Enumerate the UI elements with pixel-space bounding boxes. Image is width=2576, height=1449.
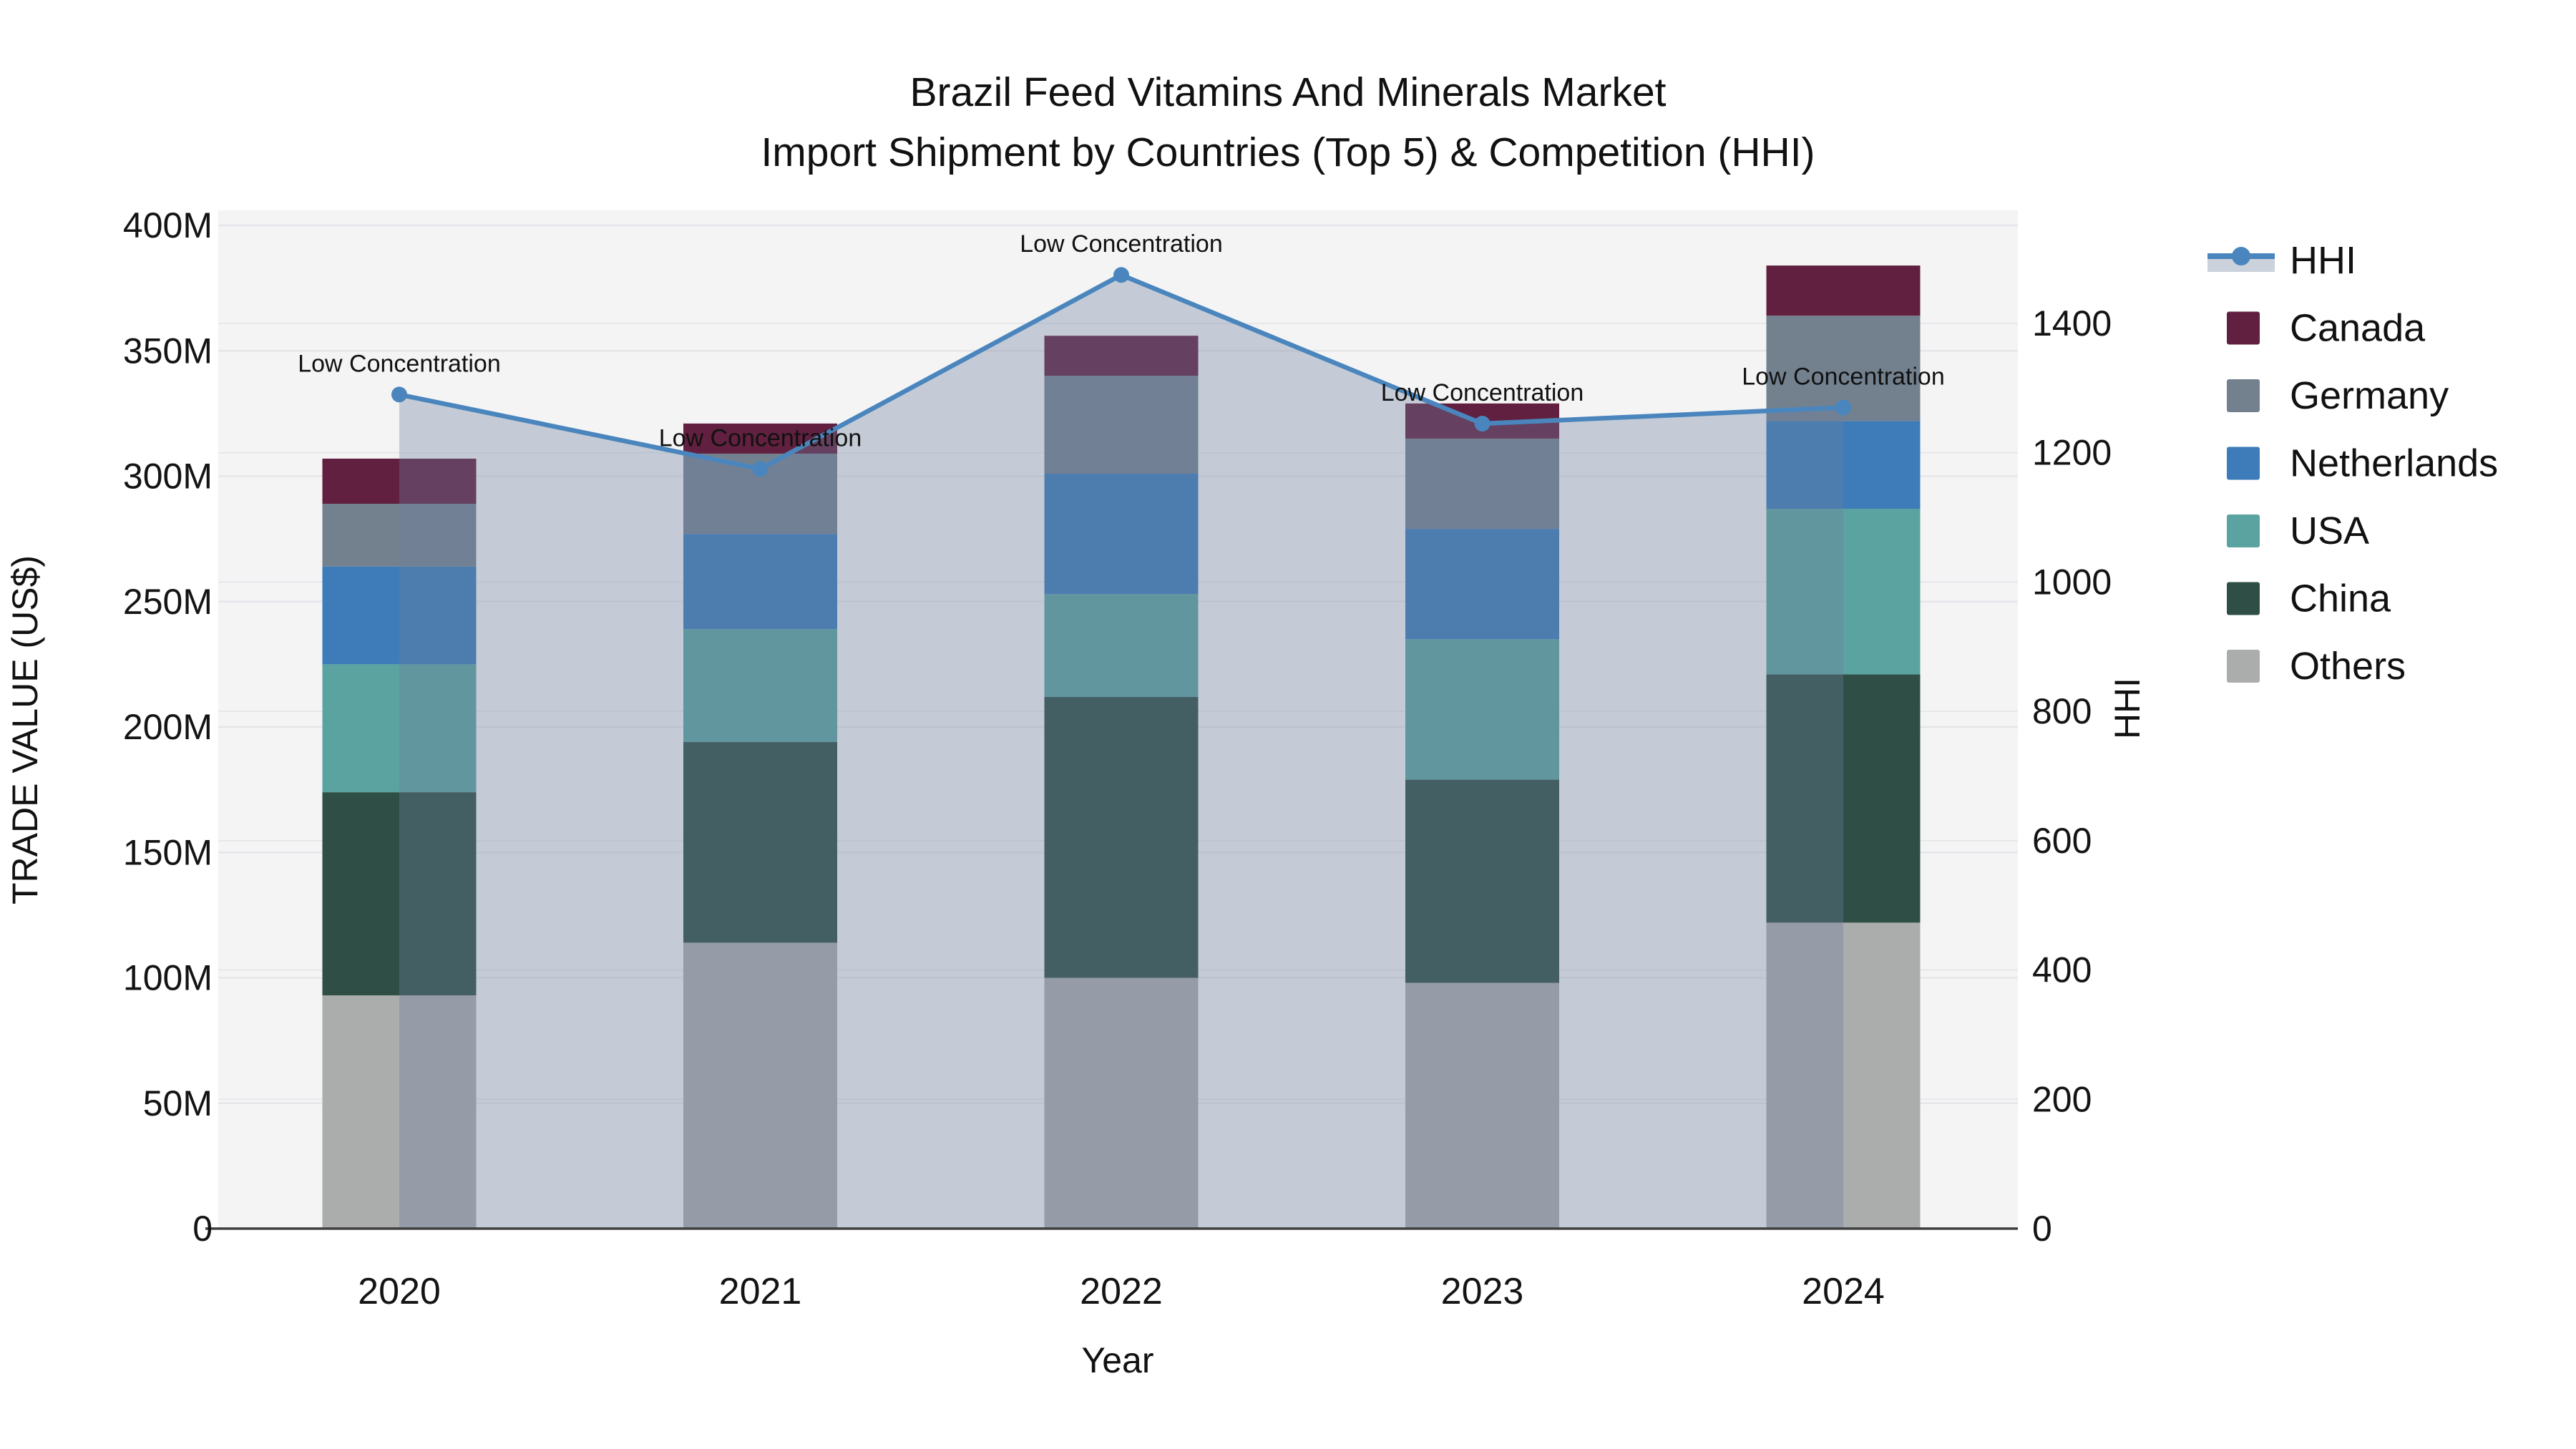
legend-label-others: Others: [2290, 645, 2406, 688]
legend-label-canada: Canada: [2290, 307, 2426, 350]
legend-item-hhi[interactable]: HHI: [2207, 239, 2356, 282]
y-right-tick-0: 0: [2032, 1209, 2052, 1249]
y-right-tick-400: 400: [2032, 950, 2092, 990]
legend-item-canada[interactable]: Canada: [2227, 307, 2426, 350]
y-left-tick-50M: 50M: [143, 1083, 213, 1123]
legend-swatch-germany: [2227, 379, 2260, 412]
x-tick-2020: 2020: [358, 1271, 441, 1312]
legend-label-netherlands: Netherlands: [2290, 442, 2498, 485]
y-right-axis-title: HHI: [2107, 678, 2147, 739]
y-right-tick-600: 600: [2032, 821, 2092, 861]
y-left-tick-300M: 300M: [123, 457, 213, 497]
y-right-tick-1200: 1200: [2032, 433, 2112, 473]
x-tick-2023: 2023: [1441, 1271, 1524, 1312]
legend-swatch-canada: [2227, 311, 2260, 345]
legend-item-others[interactable]: Others: [2227, 645, 2406, 688]
legend-label-germany: Germany: [2290, 374, 2449, 417]
legend-item-netherlands[interactable]: Netherlands: [2227, 442, 2498, 485]
bar-segment-canada-2024: [1766, 265, 1921, 316]
legend-swatch-others: [2227, 650, 2260, 683]
bar-segment-germany-2020: [322, 504, 477, 567]
bar-segment-others-2020: [322, 995, 477, 1229]
hhi-marker-swatch: [2232, 247, 2250, 265]
bar-segment-others-2023: [1405, 982, 1559, 1229]
annotation-low-concentration-2020: Low Concentration: [298, 350, 501, 377]
hhi-area-fill: [399, 275, 1843, 1229]
legend-item-usa[interactable]: USA: [2227, 509, 2369, 552]
hhi-marker-2020: [391, 386, 407, 403]
x-tick-2022: 2022: [1080, 1271, 1163, 1312]
legend-item-germany[interactable]: Germany: [2227, 374, 2449, 417]
y-left-tick-350M: 350M: [123, 331, 213, 371]
bar-segment-canada-2020: [322, 458, 477, 504]
hhi-marker-2023: [1474, 416, 1491, 432]
bar-segment-netherlands-2024: [1766, 421, 1921, 509]
bar-segment-others-2022: [1044, 977, 1199, 1229]
bar-segment-canada-2022: [1044, 336, 1199, 376]
bar-segment-germany-2022: [1044, 376, 1199, 474]
y-right-tick-1400: 1400: [2032, 303, 2112, 343]
bar-segment-canada-2021: [683, 423, 837, 454]
y-right-tick-200: 200: [2032, 1079, 2092, 1119]
legend-label-usa: USA: [2290, 509, 2369, 552]
legend-swatch-china: [2227, 582, 2260, 615]
legend-swatch-usa: [2227, 514, 2260, 547]
y-left-tick-100M: 100M: [123, 958, 213, 998]
bar-segment-usa-2020: [322, 664, 477, 793]
y-right-tick-800: 800: [2032, 691, 2092, 731]
x-tick-2024: 2024: [1802, 1271, 1885, 1312]
y-left-tick-400M: 400M: [123, 205, 213, 245]
bar-segment-usa-2021: [683, 629, 837, 743]
legend-label-china: China: [2290, 577, 2391, 620]
y-left-tick-250M: 250M: [123, 582, 213, 622]
x-axis-title: Year: [1081, 1340, 1153, 1380]
annotation-low-concentration-2023: Low Concentration: [1381, 379, 1584, 406]
bar-segment-usa-2024: [1766, 509, 1921, 675]
annotation-low-concentration-2021: Low Concentration: [659, 424, 862, 452]
legend-item-china[interactable]: China: [2227, 577, 2391, 620]
bar-segment-china-2020: [322, 792, 477, 996]
legend-label-hhi: HHI: [2290, 239, 2356, 282]
bar-segment-netherlands-2022: [1044, 473, 1199, 595]
chart-title-line2: Import Shipment by Countries (Top 5) & C…: [761, 130, 1815, 175]
bar-segment-china-2024: [1766, 674, 1921, 923]
bar-segment-others-2024: [1766, 922, 1921, 1229]
x-tick-2021: 2021: [719, 1271, 802, 1312]
chart-title-line1: Brazil Feed Vitamins And Minerals Market: [909, 69, 1666, 115]
bar-segment-netherlands-2020: [322, 566, 477, 665]
annotation-low-concentration-2024: Low Concentration: [1742, 363, 1945, 390]
bar-segment-germany-2023: [1405, 438, 1559, 530]
hhi-marker-2022: [1113, 267, 1129, 283]
bar-segment-usa-2023: [1405, 639, 1559, 780]
annotation-low-concentration-2022: Low Concentration: [1020, 230, 1223, 258]
bar-segment-usa-2022: [1044, 594, 1199, 697]
bar-segment-netherlands-2021: [683, 534, 837, 630]
hhi-marker-2021: [752, 461, 769, 477]
y-right-tick-1000: 1000: [2032, 562, 2112, 602]
bar-segment-china-2023: [1405, 779, 1559, 983]
bar-segment-china-2021: [683, 742, 837, 943]
legend-swatch-netherlands: [2227, 447, 2260, 480]
bar-segment-china-2022: [1044, 696, 1199, 978]
y-left-tick-0: 0: [192, 1209, 213, 1249]
y-left-tick-200M: 200M: [123, 707, 213, 747]
y-left-axis-title: TRADE VALUE (US$): [5, 555, 45, 904]
bar-segment-others-2021: [683, 942, 837, 1229]
bar-segment-netherlands-2023: [1405, 529, 1559, 640]
hhi-marker-2024: [1835, 399, 1851, 416]
y-left-tick-150M: 150M: [123, 832, 213, 872]
